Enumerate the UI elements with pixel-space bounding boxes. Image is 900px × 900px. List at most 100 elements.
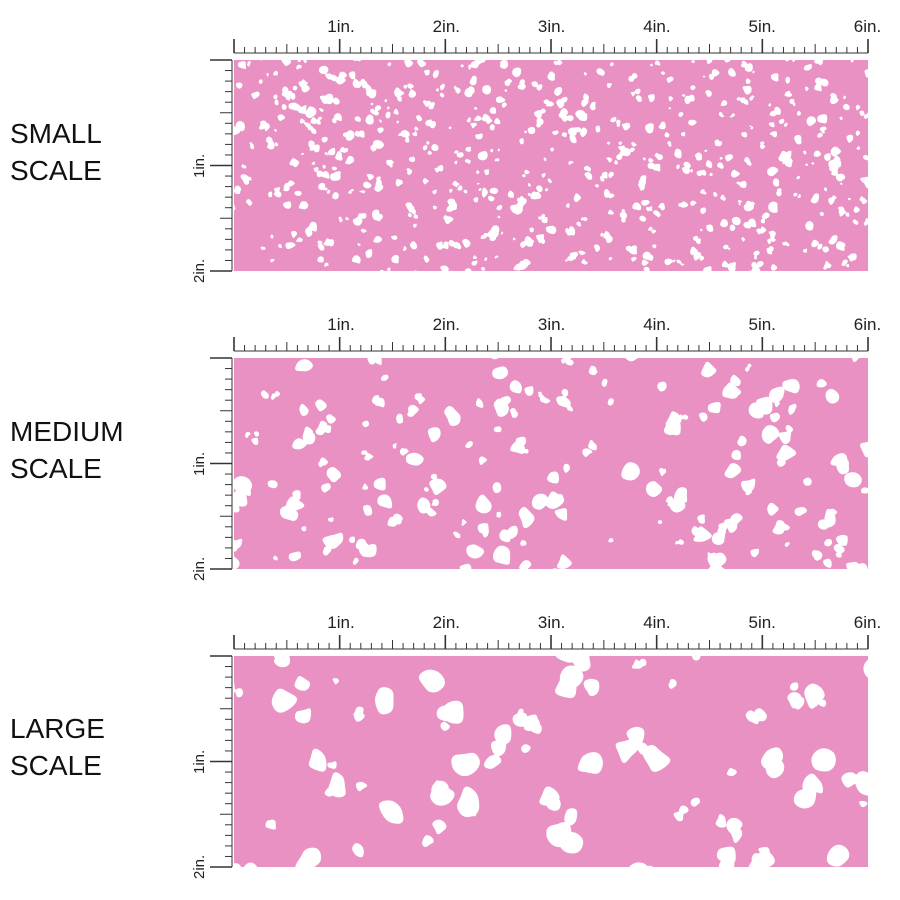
- white-blob: [391, 254, 399, 264]
- white-blob: [226, 111, 231, 115]
- white-blob: [742, 85, 752, 95]
- white-blob: [498, 574, 504, 579]
- white-blob: [843, 95, 847, 100]
- white-blob: [793, 192, 798, 197]
- white-blob: [664, 258, 674, 266]
- white-blob: [355, 538, 367, 550]
- white-blob: [683, 94, 686, 97]
- white-blob: [536, 185, 543, 193]
- white-blob: [694, 153, 703, 161]
- white-blob: [804, 64, 811, 70]
- white-blob: [462, 54, 465, 57]
- white-blob: [806, 116, 816, 127]
- white-blob: [865, 275, 869, 279]
- white-blob: [621, 208, 626, 214]
- white-blob: [376, 176, 381, 183]
- white-blob: [704, 149, 708, 152]
- white-blob: [556, 554, 572, 569]
- white-blob: [830, 149, 836, 154]
- white-blob: [824, 538, 833, 547]
- white-blob: [772, 520, 785, 535]
- white-blob: [865, 73, 868, 78]
- white-blob: [408, 156, 416, 163]
- white-blob: [470, 61, 479, 69]
- white-blob: [666, 76, 674, 83]
- white-blob: [475, 398, 484, 408]
- white-blob: [874, 523, 882, 531]
- white-blob: [639, 215, 647, 222]
- white-blob: [270, 258, 275, 263]
- white-blob: [273, 555, 278, 561]
- white-blob: [274, 99, 279, 106]
- white-blob: [606, 157, 610, 160]
- white-blob: [302, 153, 305, 155]
- white-blob: [431, 144, 439, 151]
- white-blob: [498, 148, 500, 150]
- white-blob: [864, 218, 868, 224]
- white-blob: [729, 115, 732, 118]
- white-blob: [726, 817, 743, 834]
- white-blob: [303, 121, 307, 125]
- white-blob: [608, 537, 614, 543]
- white-blob: [796, 110, 801, 116]
- white-blob: [835, 534, 848, 546]
- ruler-label-v-1: 1in.: [191, 451, 208, 476]
- white-blob: [301, 152, 304, 156]
- white-blob: [770, 73, 779, 82]
- white-blob: [402, 248, 405, 251]
- white-blob: [274, 390, 281, 397]
- white-blob: [327, 147, 336, 156]
- white-blob: [426, 507, 437, 517]
- white-blob: [674, 148, 682, 159]
- white-blob: [600, 232, 604, 237]
- white-blob: [789, 98, 795, 105]
- ruler-label-h-3: 3in.: [537, 613, 566, 632]
- white-blob: [557, 60, 563, 66]
- white-blob: [744, 156, 750, 163]
- small-scale-ruler-and-swatch: [210, 39, 869, 279]
- white-blob: [454, 150, 459, 154]
- white-blob: [686, 272, 689, 275]
- white-blob: [630, 147, 635, 152]
- white-blob: [769, 110, 777, 117]
- white-blob: [293, 103, 303, 112]
- white-blob: [636, 96, 642, 103]
- white-blob: [431, 780, 449, 797]
- white-blob: [311, 161, 315, 165]
- white-blob: [776, 188, 782, 193]
- white-blob: [603, 231, 611, 239]
- white-blob: [351, 188, 354, 192]
- white-blob: [311, 144, 320, 153]
- white-blob: [662, 468, 667, 474]
- white-blob-pattern: [234, 358, 882, 579]
- horizontal-ruler: [233, 39, 869, 54]
- white-blob: [466, 118, 471, 123]
- white-blob: [220, 190, 226, 195]
- white-blob: [324, 263, 327, 267]
- white-blob: [741, 131, 748, 138]
- white-blob: [595, 125, 601, 133]
- ruler-label-h-4: 4in.: [643, 315, 671, 334]
- white-blob: [439, 92, 445, 98]
- white-blob: [403, 448, 409, 455]
- white-blob: [299, 403, 309, 416]
- white-blob: [609, 62, 614, 67]
- white-blob: [580, 127, 588, 137]
- white-blob: [553, 270, 555, 271]
- white-blob: [366, 173, 375, 181]
- white-blob: [811, 239, 820, 248]
- white-blob: [436, 88, 439, 91]
- white-blob: [300, 79, 308, 86]
- white-blob: [638, 658, 647, 667]
- white-blob: [632, 202, 642, 211]
- white-blob: [475, 494, 492, 514]
- white-blob: [348, 189, 352, 194]
- medium-scale-panel: 1in. 2in. 3in. 4in. 5in. 6in. 1in. 2in.: [0, 298, 900, 588]
- white-blob: [454, 160, 458, 164]
- white-blob: [745, 488, 753, 496]
- white-blob: [442, 241, 449, 250]
- white-blob: [541, 239, 546, 245]
- white-blob: [563, 463, 570, 473]
- white-blob: [524, 386, 534, 396]
- white-blob: [552, 568, 558, 569]
